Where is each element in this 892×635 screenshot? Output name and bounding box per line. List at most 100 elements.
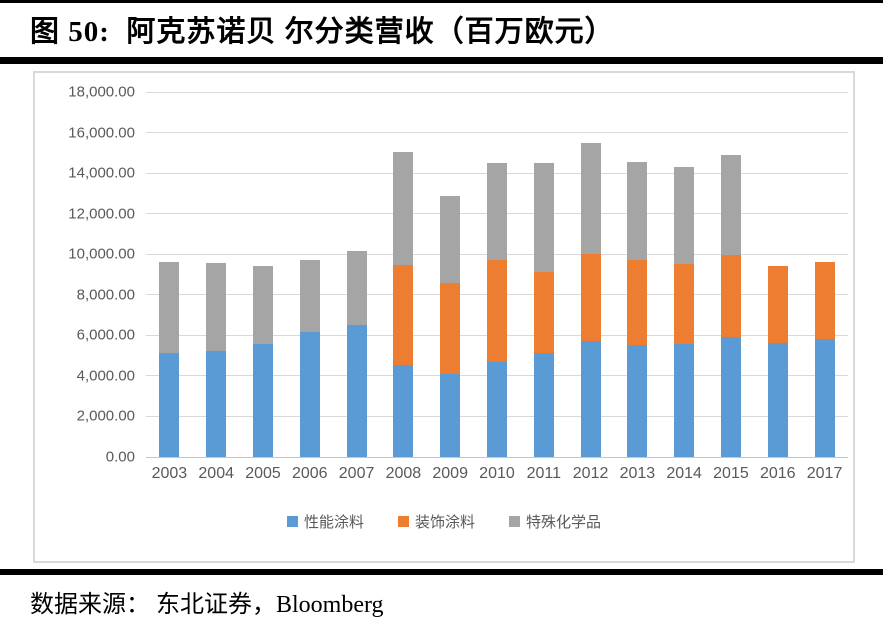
bar-segment-性能涂料-2010	[486, 361, 507, 457]
bar-segment-性能涂料-2007	[346, 325, 367, 457]
y-tick-label: 2,000.00	[76, 407, 135, 425]
gridline-16000	[146, 132, 848, 134]
bar-stack-2012	[580, 142, 601, 457]
bar-stack-2007	[346, 251, 367, 457]
bar-segment-特殊化学品-2006	[299, 260, 320, 333]
chart-panel: 0.00 2,000.00 4,000.00 6,000.00 8,000.00 10,0…	[33, 71, 855, 563]
x-tick-label-2007: 2007	[338, 465, 375, 482]
bar-segment-性能涂料-2014	[674, 344, 695, 457]
y-tick-label: 12,000.00	[68, 205, 135, 223]
x-tick-label-2012: 2012	[572, 465, 609, 482]
bar-segment-特殊化学品-2008	[393, 151, 414, 266]
figure-title: 图 50: 阿克苏诺贝 尔分类营收（百万欧元）	[30, 16, 615, 48]
bar-group-2007	[333, 92, 380, 457]
bar-segment-装饰涂料-2017	[814, 262, 835, 340]
bar-group-2009	[427, 92, 474, 457]
y-tick-label: 14,000.00	[68, 164, 135, 182]
bar-stack-2013	[627, 161, 648, 457]
bar-group-2003	[146, 92, 193, 457]
bar-stack-2006	[299, 260, 320, 457]
bar-stack-2009	[440, 196, 461, 457]
x-tick-label-2003: 2003	[151, 465, 188, 482]
bar-segment-装饰涂料-2014	[674, 264, 695, 345]
y-axis: 0.00 2,000.00 4,000.00 6,000.00 8,000.00 10,0…	[35, 84, 135, 466]
bar-segment-特殊化学品-2009	[440, 196, 461, 283]
y-tick-label: 6,000.00	[76, 326, 135, 344]
y-tick-label: 18,000.00	[68, 83, 135, 101]
y-tick-label: 10,000.00	[68, 245, 135, 263]
bar-segment-性能涂料-2009	[440, 373, 461, 457]
bar-segment-性能涂料-2004	[206, 350, 227, 457]
bar-stack-2017	[814, 262, 835, 457]
bar-segment-性能涂料-2015	[720, 337, 741, 457]
legend-swatch-装饰涂料	[397, 516, 409, 527]
bar-segment-特殊化学品-2015	[720, 154, 741, 256]
x-tick-label-2014: 2014	[666, 465, 702, 482]
plot-area	[146, 91, 848, 458]
bar-segment-特殊化学品-2007	[346, 251, 367, 326]
bar-segment-装饰涂料-2016	[767, 266, 788, 344]
legend-swatch-性能涂料	[286, 516, 298, 527]
bar-segment-特殊化学品-2013	[627, 161, 648, 261]
source-note: 数据来源： 东北证券，Bloomberg	[30, 592, 384, 618]
legend-item-装饰涂料: 装饰涂料	[397, 511, 475, 532]
bar-group-2017	[801, 92, 848, 457]
legend-label-性能涂料: 性能涂料	[303, 514, 364, 531]
legend-item-性能涂料: 性能涂料	[286, 511, 364, 532]
bar-segment-装饰涂料-2011	[533, 272, 554, 353]
bar-segment-性能涂料-2006	[299, 332, 320, 457]
bar-stack-2008	[393, 151, 414, 457]
top-border-line	[0, 0, 883, 3]
x-tick-label-2015: 2015	[713, 465, 749, 482]
bar-stack-2016	[767, 266, 788, 457]
legend-swatch-特殊化学品	[509, 516, 520, 527]
x-tick-label-2017: 2017	[806, 465, 843, 482]
bar-stack-2004	[206, 263, 227, 457]
bar-segment-装饰涂料-2015	[720, 255, 741, 338]
x-axis: 2003 2004 2005 2006 2007 2008 2009 2010 2011 2012…	[146, 465, 848, 483]
x-tick-label-2006: 2006	[291, 465, 328, 482]
y-tick-label: 0.00	[105, 448, 135, 466]
bar-group-2008	[380, 92, 427, 457]
gridline-0	[146, 456, 848, 458]
x-tick-label-2016: 2016	[759, 465, 796, 482]
bar-segment-装饰涂料-2012	[580, 254, 601, 342]
bar-group-2011	[520, 92, 567, 457]
bar-stack-2005	[252, 266, 273, 457]
bar-segment-性能涂料-2003	[159, 352, 180, 457]
bar-segment-特殊化学品-2003	[159, 262, 180, 353]
bar-stack-2003	[159, 262, 180, 457]
bar-group-2005	[240, 92, 287, 457]
x-tick-label-2013: 2013	[619, 465, 656, 482]
bar-segment-特殊化学品-2004	[206, 263, 227, 351]
bar-segment-性能涂料-2008	[393, 364, 414, 457]
legend: 性能涂料 装饰涂料 特殊化学品	[35, 511, 853, 532]
x-tick-label-2011: 2011	[526, 465, 561, 482]
bar-group-2006	[286, 92, 333, 457]
bar-stack-2011	[533, 162, 554, 457]
bar-segment-性能涂料-2011	[533, 352, 554, 457]
bar-group-2015	[708, 92, 755, 457]
legend-label-装饰涂料: 装饰涂料	[414, 514, 475, 531]
y-tick-label: 16,000.00	[68, 124, 135, 142]
bar-group-2010	[474, 92, 521, 457]
bar-segment-装饰涂料-2009	[440, 282, 461, 374]
x-tick-label-2009: 2009	[432, 465, 468, 482]
bar-group-2004	[193, 92, 240, 457]
x-tick-label-2005: 2005	[245, 465, 281, 482]
bar-segment-性能涂料-2013	[627, 345, 648, 457]
bar-group-2012	[567, 92, 614, 457]
x-tick-label-2010: 2010	[479, 465, 515, 482]
bar-segment-特殊化学品-2014	[674, 167, 695, 265]
legend-label-特殊化学品: 特殊化学品	[526, 514, 602, 531]
bar-segment-特殊化学品-2005	[252, 266, 273, 345]
bar-stack-2015	[720, 154, 741, 457]
x-tick-label-2008: 2008	[385, 465, 422, 482]
bar-stack-2014	[674, 167, 695, 457]
bar-segment-性能涂料-2016	[767, 343, 788, 457]
bar-segment-特殊化学品-2010	[486, 163, 507, 261]
title-underline	[0, 57, 883, 64]
bar-segment-装饰涂料-2013	[627, 260, 648, 346]
y-tick-label: 8,000.00	[76, 286, 135, 304]
